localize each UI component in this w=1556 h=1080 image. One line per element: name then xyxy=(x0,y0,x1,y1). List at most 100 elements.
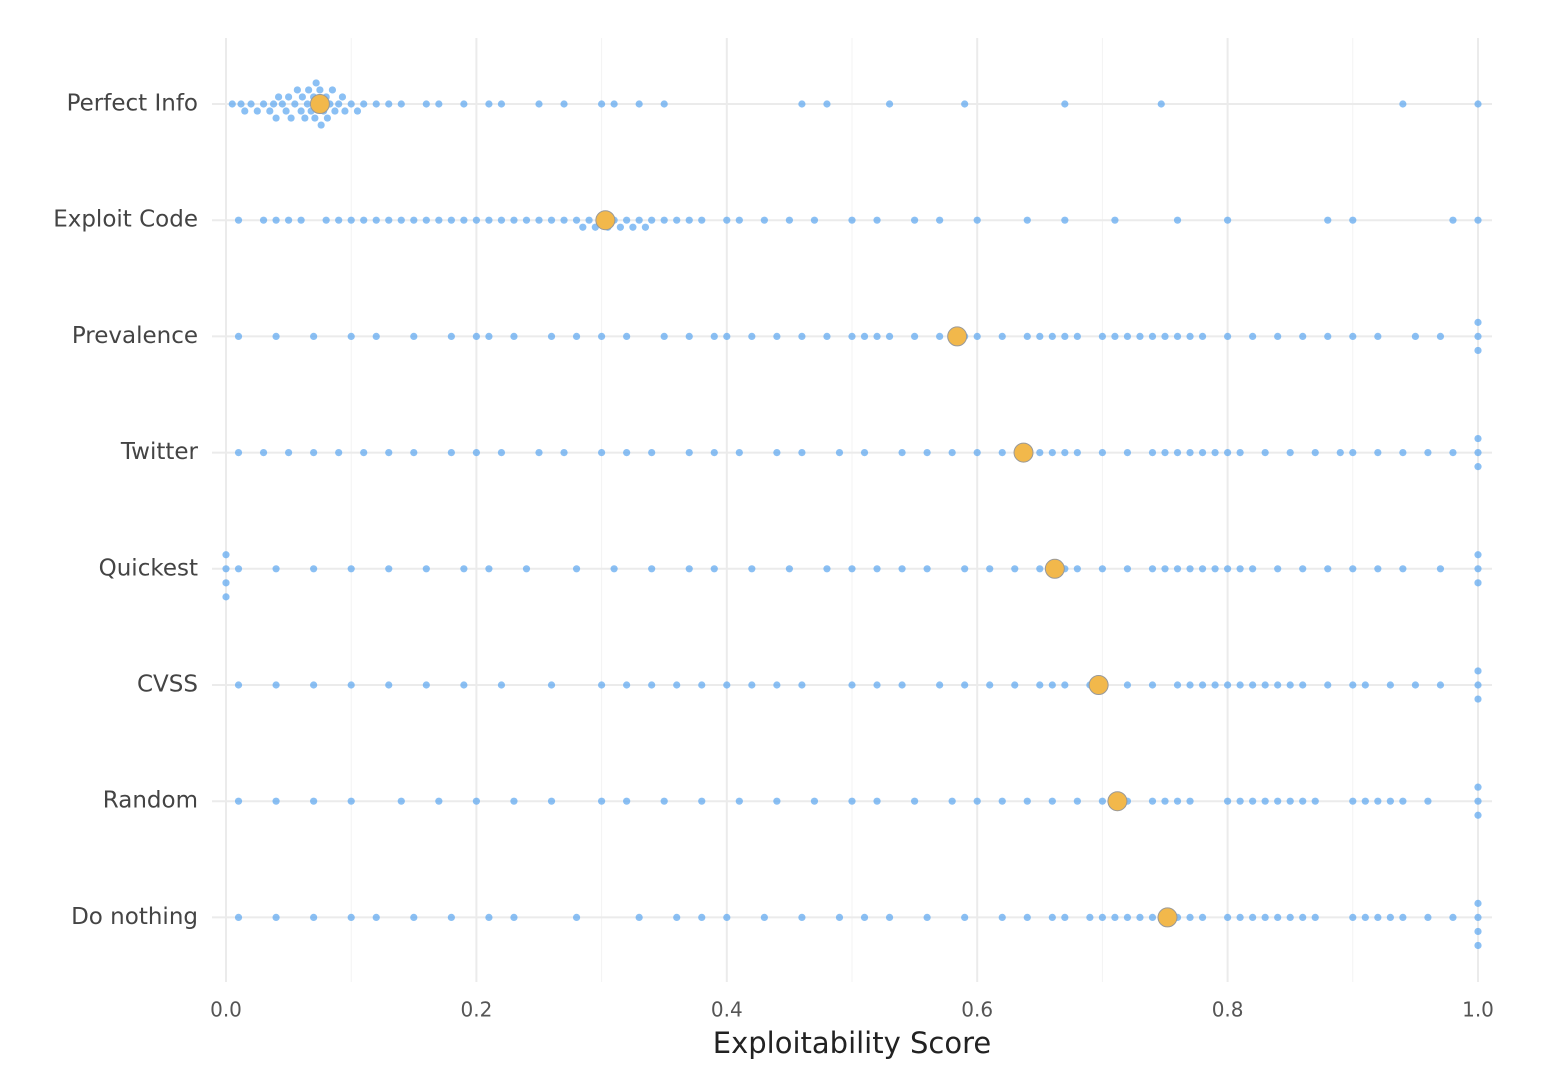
data-point xyxy=(873,565,881,573)
data-point xyxy=(335,449,343,457)
data-point xyxy=(353,107,362,115)
data-point xyxy=(1286,449,1294,457)
data-point xyxy=(1048,681,1056,689)
data-point xyxy=(485,332,493,340)
data-point xyxy=(1436,681,1445,689)
data-point xyxy=(1236,449,1244,457)
data-point xyxy=(735,797,743,805)
y-tick-label: Perfect Info xyxy=(67,91,198,117)
data-point xyxy=(1186,449,1194,457)
data-point xyxy=(723,332,731,340)
data-point xyxy=(773,332,781,340)
data-point xyxy=(1236,797,1244,805)
data-point xyxy=(710,332,718,340)
data-point xyxy=(898,681,906,689)
data-point xyxy=(1111,216,1119,224)
data-point xyxy=(885,100,894,108)
data-point xyxy=(1136,332,1144,340)
data-point xyxy=(986,565,994,573)
data-point xyxy=(961,100,969,108)
data-point xyxy=(347,681,355,689)
data-point xyxy=(579,223,587,231)
data-point xyxy=(1224,913,1232,922)
data-point xyxy=(1123,449,1132,457)
data-point xyxy=(1198,332,1207,340)
data-point xyxy=(1173,565,1182,573)
data-point xyxy=(723,216,731,224)
data-point xyxy=(1474,681,1482,689)
data-point xyxy=(1036,681,1044,689)
data-point xyxy=(998,913,1006,922)
data-point xyxy=(660,216,668,224)
data-point xyxy=(303,100,311,108)
data-point xyxy=(635,913,643,922)
y-tick-label: CVSS xyxy=(137,672,198,698)
data-point xyxy=(1086,913,1094,922)
data-point xyxy=(410,449,418,457)
data-point xyxy=(1161,797,1169,805)
data-point xyxy=(1336,449,1344,457)
data-point xyxy=(1224,565,1232,573)
data-point xyxy=(1123,332,1132,340)
data-point xyxy=(1198,913,1207,922)
data-point xyxy=(1186,565,1194,573)
data-point xyxy=(1011,565,1019,573)
data-point xyxy=(673,681,681,689)
data-point xyxy=(798,100,806,108)
data-point xyxy=(773,681,781,689)
data-point xyxy=(1261,913,1269,922)
data-point xyxy=(1224,332,1232,340)
data-point xyxy=(1061,216,1069,224)
data-point xyxy=(585,216,593,224)
data-point xyxy=(1474,811,1482,819)
data-point xyxy=(673,913,681,922)
x-tick-label: 0.0 xyxy=(210,998,242,1022)
data-point xyxy=(1098,332,1106,340)
data-point xyxy=(560,449,568,457)
data-point xyxy=(873,216,881,224)
data-point xyxy=(1036,332,1044,340)
data-point xyxy=(1474,783,1482,791)
data-point xyxy=(347,332,355,340)
data-point xyxy=(823,332,831,340)
data-point xyxy=(1449,216,1457,224)
data-point xyxy=(291,100,299,108)
data-point xyxy=(1048,913,1056,922)
data-point xyxy=(497,100,506,108)
data-point xyxy=(1061,100,1069,108)
data-point xyxy=(623,216,631,224)
data-point xyxy=(598,100,606,108)
data-point xyxy=(698,216,706,224)
data-point xyxy=(660,797,668,805)
data-point xyxy=(234,681,243,689)
data-point xyxy=(1474,899,1482,907)
data-point xyxy=(259,449,268,457)
data-point xyxy=(623,797,631,805)
data-point xyxy=(328,86,337,94)
data-point xyxy=(266,107,274,115)
data-point xyxy=(1449,449,1457,457)
data-point xyxy=(347,100,355,108)
data-point xyxy=(1436,332,1445,340)
data-point xyxy=(685,449,693,457)
data-point xyxy=(1474,100,1482,108)
data-point xyxy=(222,593,230,601)
data-point xyxy=(272,216,280,224)
data-point xyxy=(1023,332,1031,340)
data-point xyxy=(923,913,931,922)
data-point xyxy=(1211,449,1219,457)
data-point xyxy=(860,332,869,340)
data-point xyxy=(1148,332,1157,340)
data-point xyxy=(472,449,480,457)
data-point xyxy=(422,100,430,108)
y-tick-label: Exploit Code xyxy=(53,207,198,233)
data-point xyxy=(335,216,343,224)
data-point xyxy=(447,913,455,922)
data-point xyxy=(1386,797,1394,805)
x-tick-label: 0.4 xyxy=(711,998,743,1022)
data-point xyxy=(936,332,944,340)
data-point xyxy=(648,216,656,224)
data-point xyxy=(1411,681,1419,689)
data-point xyxy=(1274,681,1282,689)
data-point xyxy=(798,913,806,922)
